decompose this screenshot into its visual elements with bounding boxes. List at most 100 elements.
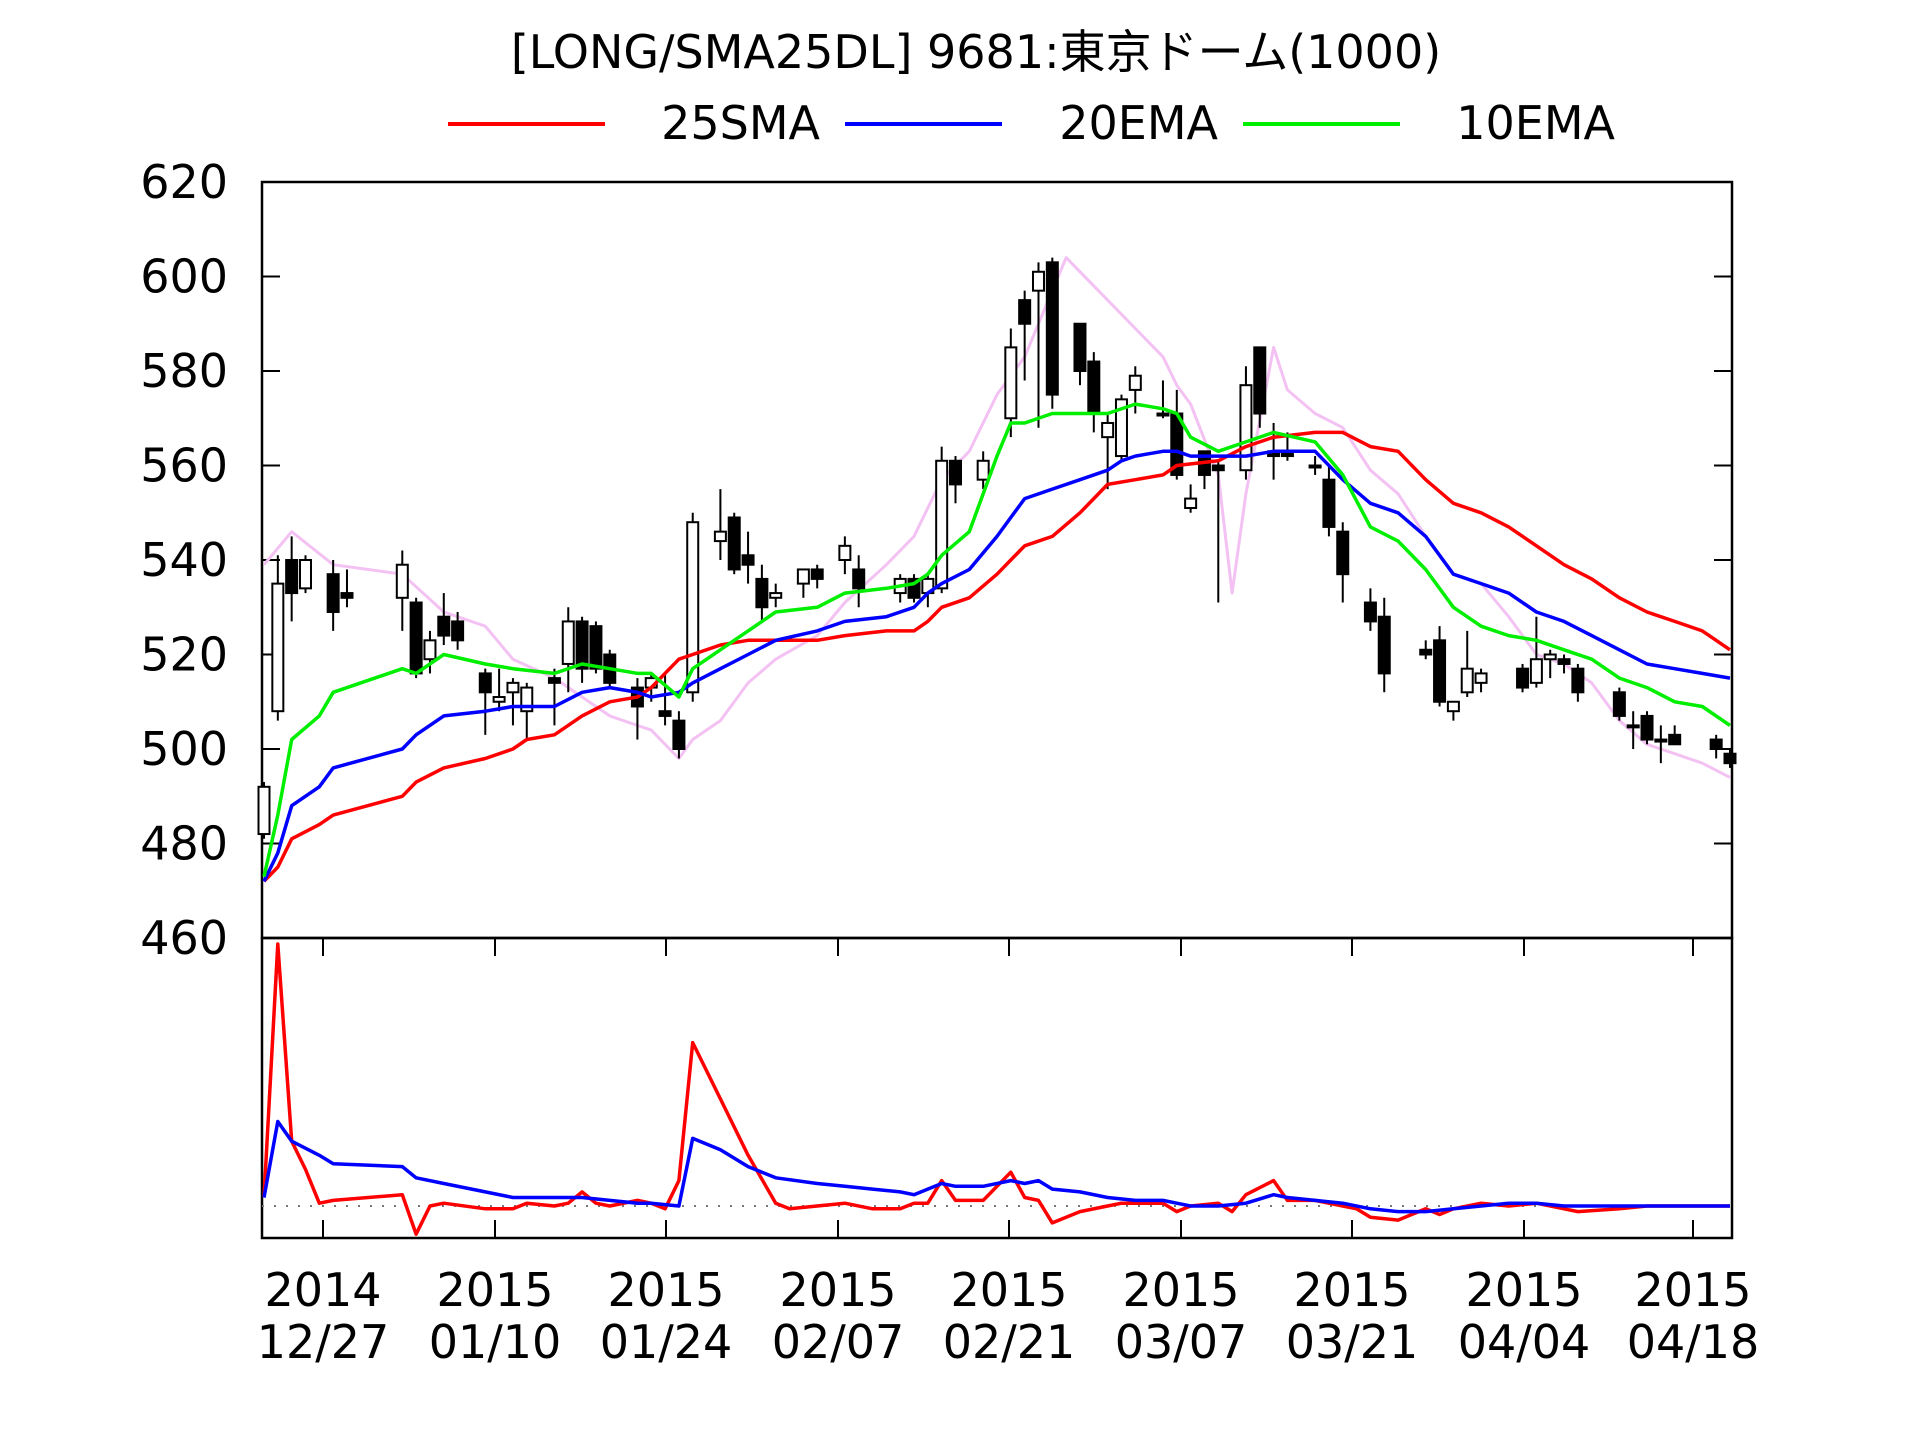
candle (1336, 522, 1350, 603)
candle (1460, 630, 1474, 698)
candle-body-down (589, 625, 603, 670)
candle-body-up (561, 620, 575, 665)
x-tick-year: 2015 (1122, 1263, 1239, 1317)
legend-label-25sma: 25SMA (661, 96, 820, 150)
y-tick-label: 540 (140, 533, 228, 587)
candle (257, 782, 271, 839)
candle-body-up (1460, 667, 1474, 694)
y-tick-label: 580 (140, 344, 228, 398)
candle-body-down (727, 516, 741, 571)
x-tick-date: 12/27 (257, 1315, 390, 1369)
candle (1723, 749, 1737, 768)
candle (1322, 465, 1336, 537)
candle (1640, 711, 1654, 745)
candle-body-up (492, 696, 506, 703)
candle (630, 678, 644, 740)
legend-label-20ema: 20EMA (1059, 96, 1218, 150)
candle-body-down (547, 677, 561, 684)
x-tick-year: 2015 (1293, 1263, 1410, 1317)
candle (1184, 484, 1198, 513)
candle (1433, 626, 1447, 707)
candle (271, 555, 285, 721)
candle-body-up (1004, 346, 1018, 420)
candle-body-up (1543, 653, 1557, 661)
y-axis: 460 480 500 520 540 560 580 600 620 (140, 155, 1732, 965)
candle-body-down (755, 577, 769, 609)
candle-body-down (672, 719, 686, 751)
candle (727, 512, 741, 575)
y-tick-label: 560 (140, 439, 228, 493)
candle-body-down (478, 672, 492, 694)
candle (949, 456, 963, 504)
candle-body-up (257, 785, 271, 836)
candle-body-down (1073, 322, 1087, 372)
candle-body-down (1018, 299, 1032, 325)
indicator-panel-frame (260, 936, 1734, 1240)
candle-body-up (838, 544, 852, 562)
candle (520, 682, 534, 740)
candle-body-down (1253, 346, 1267, 415)
x-axis: 201412/27201501/10201501/24201502/072015… (257, 938, 1760, 1369)
candle-body-down (810, 568, 824, 580)
price-panel (257, 180, 1737, 940)
candle-body-down (437, 615, 451, 637)
candle-body-up (520, 686, 534, 713)
candle-body-down (741, 554, 755, 566)
candle-body-down (1419, 648, 1433, 656)
candle (672, 711, 686, 759)
x-tick-year: 2015 (436, 1263, 553, 1317)
legend: 25SMA 20EMA 10EMA (448, 96, 1616, 150)
candle (713, 489, 727, 560)
candle (1668, 725, 1682, 746)
candle-body-up (935, 459, 949, 590)
candle (561, 607, 575, 693)
candle-body-up (686, 521, 700, 694)
candle (852, 555, 866, 608)
candle (1018, 290, 1032, 381)
candle (1654, 725, 1668, 764)
candle (1363, 588, 1377, 631)
x-tick-year: 2015 (779, 1263, 896, 1317)
candle (451, 611, 465, 650)
candle (1446, 700, 1460, 721)
candle-body-down (1045, 261, 1059, 396)
x-tick-date: 01/10 (429, 1315, 562, 1369)
candle (340, 569, 354, 608)
candle-body-up (1446, 700, 1460, 713)
candle-body-up (1114, 398, 1128, 458)
x-tick-date: 01/24 (600, 1315, 733, 1369)
candle-body-down (1087, 360, 1101, 415)
candle-body-down (852, 568, 866, 590)
candle-body-down (1322, 478, 1336, 528)
x-tick-date: 03/21 (1286, 1315, 1419, 1369)
candle-body-up (1626, 724, 1640, 729)
y-tick-label: 460 (140, 911, 228, 965)
indicator-panel (260, 936, 1734, 1240)
candle-body-up (1101, 421, 1115, 439)
candle (1253, 346, 1267, 428)
x-tick-date: 02/21 (943, 1315, 1076, 1369)
candle (478, 668, 492, 735)
candle (506, 678, 520, 726)
y-tick-label: 500 (140, 722, 228, 776)
candle (1101, 413, 1115, 490)
candle (1211, 460, 1225, 603)
candle (326, 560, 340, 631)
candle-body-up (423, 639, 437, 661)
x-tick-year: 2014 (264, 1263, 381, 1317)
candle (1045, 257, 1059, 409)
candle (547, 668, 561, 726)
candle (1419, 640, 1433, 660)
candle-body-down (340, 592, 354, 599)
candle (1571, 663, 1585, 702)
candle (437, 593, 451, 646)
candle (1087, 352, 1101, 433)
candle (769, 583, 783, 608)
candle-body-down (1516, 667, 1530, 689)
candle-body-up (271, 582, 285, 713)
x-tick-date: 04/18 (1627, 1315, 1760, 1369)
candle-body-up (506, 681, 520, 694)
y-tick-label: 480 (140, 817, 228, 871)
candle (285, 536, 299, 622)
candle (755, 564, 769, 622)
